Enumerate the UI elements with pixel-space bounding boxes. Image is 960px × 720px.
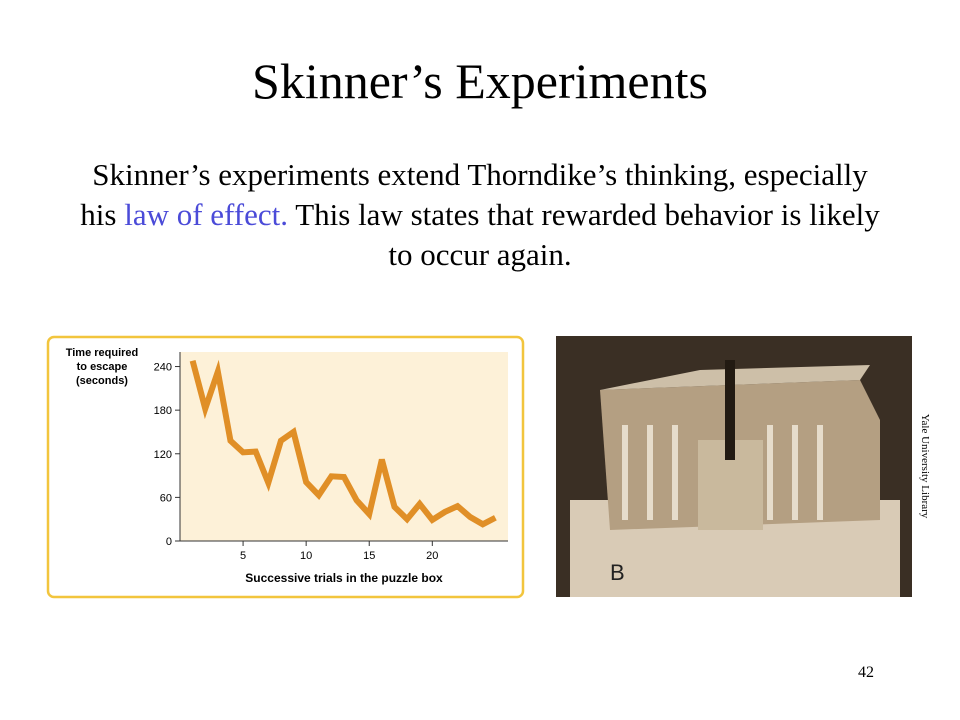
y-tick-label: 180 xyxy=(154,405,172,417)
x-tick-label: 5 xyxy=(240,550,246,562)
slide-title: Skinner’s Experiments xyxy=(252,53,708,109)
y-tick-label: 0 xyxy=(166,536,172,548)
x-tick-label: 20 xyxy=(426,550,438,562)
slide-body: Skinner’s experiments extend Thorndike’s… xyxy=(80,155,880,275)
data-line xyxy=(189,359,497,528)
y-axis-label-line: Time required xyxy=(66,347,139,359)
y-tick-label: 240 xyxy=(154,362,172,374)
svg-text:B: B xyxy=(610,560,625,585)
y-tick-label: 60 xyxy=(160,492,172,504)
plot-area xyxy=(180,352,508,541)
x-axis-label: Successive trials in the puzzle box xyxy=(245,571,443,585)
photo-credit: Yale University Library xyxy=(919,414,931,519)
body-highlight: law of effect. xyxy=(124,197,289,232)
y-axis-label-line: to escape xyxy=(77,361,128,373)
body-text: This law states that rewarded behavior i… xyxy=(288,197,880,272)
x-tick-label: 10 xyxy=(300,550,312,562)
body-text: Skinner’s experiments extend Thorndike’s… xyxy=(80,157,868,232)
y-axis-label-line: (seconds) xyxy=(76,375,128,387)
y-axis-label: Time required to escape (seconds) xyxy=(66,347,139,387)
y-tick-label: 120 xyxy=(154,449,172,461)
photo: B xyxy=(556,336,912,597)
x-tick-label: 15 xyxy=(363,550,375,562)
page-number: 42 xyxy=(858,664,874,681)
